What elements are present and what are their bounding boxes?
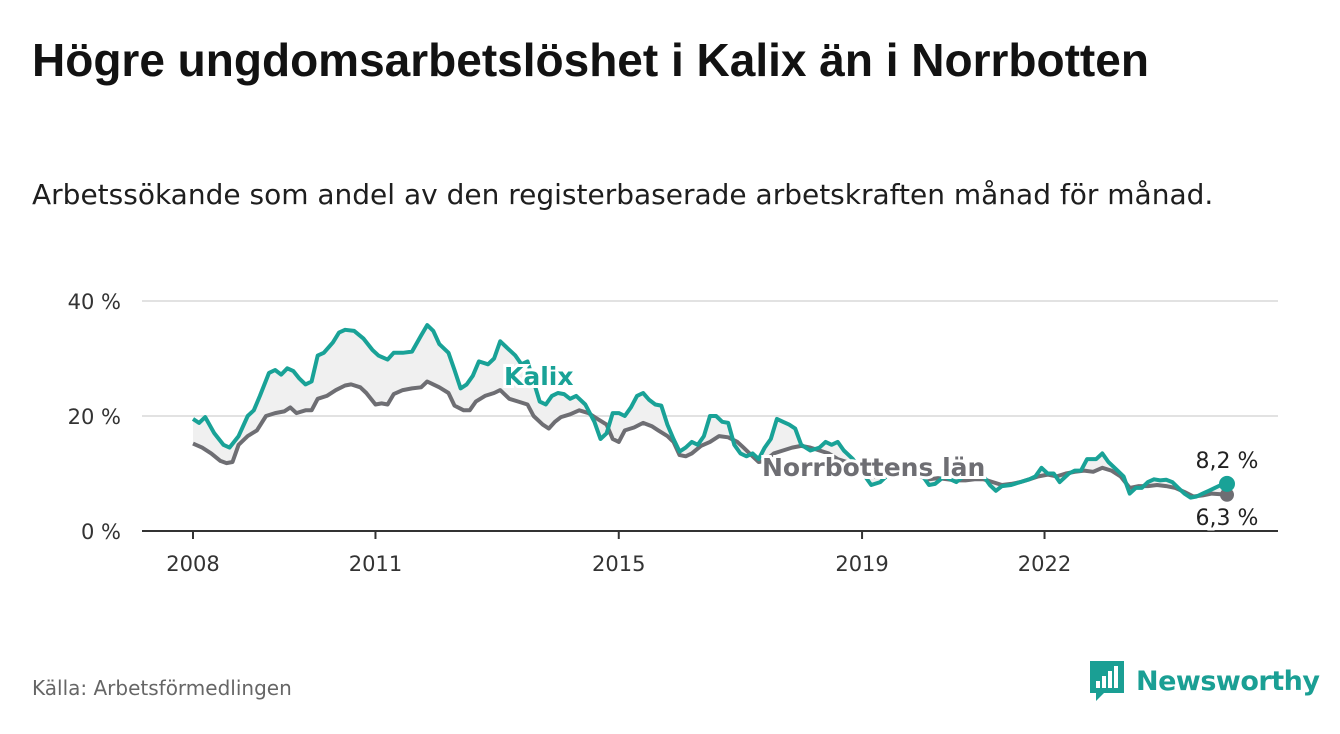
- end-value-norrbotten: 6,3 %: [1196, 506, 1259, 531]
- chart-subtitle: Arbetssökande som andel av den registerb…: [32, 178, 1214, 211]
- x-tick-label: 2022: [1018, 552, 1071, 576]
- y-axis-ticks: 0 % 20 % 40 %: [68, 290, 121, 544]
- x-tick-label: 2011: [349, 552, 402, 576]
- y-tick-label: 40 %: [68, 290, 121, 314]
- series-line-kalix: [191, 323, 1228, 500]
- x-axis-ticks: 2008 2011 2015 2019 2022: [166, 531, 1071, 576]
- series-label-kalix: Kalix: [504, 362, 574, 391]
- end-value-kalix: 8,2 %: [1196, 449, 1259, 474]
- difference-band: [193, 325, 1227, 498]
- x-tick-label: 2008: [166, 552, 219, 576]
- bar-chart-logo-icon: [1090, 661, 1124, 701]
- series-label-norrbotten: Norrbottens län: [762, 453, 985, 482]
- brand-logo: Newsworthy: [1088, 658, 1320, 704]
- end-marker-norrbotten: [1220, 487, 1234, 502]
- y-tick-label: 20 %: [68, 405, 121, 429]
- source-note: Källa: Arbetsförmedlingen: [32, 676, 292, 700]
- brand-name: Newsworthy: [1136, 665, 1320, 697]
- y-tick-label: 0 %: [81, 520, 121, 544]
- series-labels: Kalix Norrbottens län 8,2 % 6,3 %: [501, 359, 1261, 534]
- chart-title: Högre ungdomsarbetslöshet i Kalix än i N…: [32, 34, 1149, 86]
- end-marker-kalix: [1219, 475, 1235, 492]
- x-tick-label: 2019: [835, 552, 888, 576]
- x-tick-label: 2015: [592, 552, 645, 576]
